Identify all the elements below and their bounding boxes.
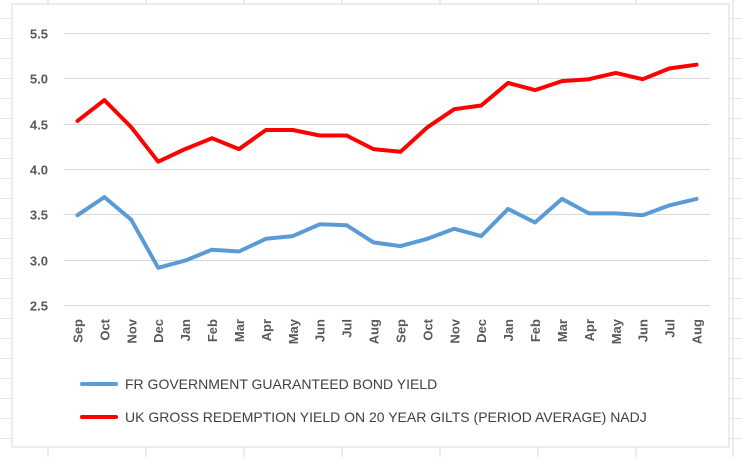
x-tick-label: May [609, 318, 624, 344]
x-tick-label: Mar [555, 319, 570, 342]
x-tick-label: Apr [582, 319, 597, 341]
y-axis-tick-labels: 5.5 5.0 4.5 4.0 3.5 3.0 2.5 [30, 27, 48, 314]
x-tick-label: Jul [663, 319, 678, 338]
y-tick-label: 5.5 [30, 27, 48, 42]
x-tick-label: Aug [690, 319, 705, 344]
x-tick-label: Apr [259, 319, 274, 341]
x-tick-label: Jan [178, 319, 193, 341]
x-tick-label: Jun [313, 319, 328, 342]
y-tick-label: 4.5 [30, 118, 48, 133]
series-lines [75, 62, 699, 270]
legend-label: UK GROSS REDEMPTION YIELD ON 20 YEAR GIL… [125, 409, 647, 425]
x-tick-label: Nov [447, 318, 462, 343]
legend: FR GOVERNMENT GUARANTEED BOND YIELD UK GR… [80, 376, 647, 425]
legend-label: FR GOVERNMENT GUARANTEED BOND YIELD [125, 376, 437, 392]
x-tick-label: Dec [474, 319, 489, 343]
x-tick-label: Nov [124, 318, 139, 343]
x-tick-label: May [286, 318, 301, 344]
x-tick-label: Aug [367, 319, 382, 344]
x-tick-label: Sep [393, 319, 408, 343]
x-tick-label: Jan [501, 319, 516, 341]
x-tick-label: Feb [205, 319, 220, 342]
x-tick-label: Jun [636, 319, 651, 342]
y-tick-label: 2.5 [30, 299, 48, 314]
series-line-fr-bond-yield [75, 195, 699, 270]
chart-area-background [11, 3, 730, 448]
x-tick-label: Sep [70, 319, 85, 343]
x-tick-label: Oct [97, 318, 112, 340]
x-tick-label: Jul [340, 319, 355, 338]
y-tick-label: 4.0 [30, 163, 48, 178]
x-tick-label: Feb [528, 319, 543, 342]
y-tick-label: 3.5 [30, 208, 48, 223]
series-line-uk-gilt-yield [75, 62, 699, 164]
x-axis-tick-labels: Sep Oct Nov Dec Jan Feb Mar Apr May Jun Jul Aug Sep O… [70, 318, 704, 344]
x-tick-label: Oct [420, 318, 435, 340]
x-tick-label: Mar [232, 319, 247, 342]
y-tick-label: 3.0 [30, 254, 48, 269]
x-tick-label: Dec [151, 319, 166, 343]
y-tick-label: 5.0 [30, 72, 48, 87]
